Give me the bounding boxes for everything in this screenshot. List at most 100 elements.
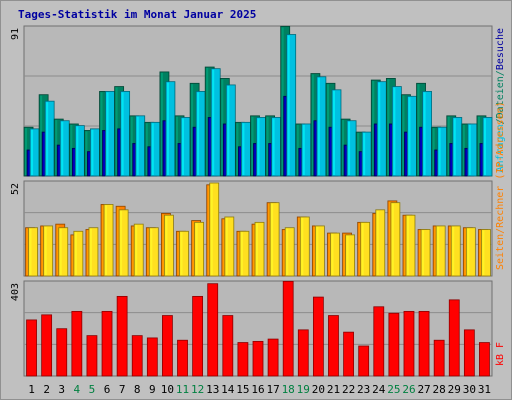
bar-kb bbox=[71, 310, 83, 377]
bar-highlight bbox=[194, 128, 197, 175]
x-tick-label: 13 bbox=[206, 383, 219, 396]
bar-kb bbox=[433, 339, 445, 377]
bar-highlight bbox=[103, 312, 106, 375]
bar-requests bbox=[44, 100, 55, 177]
bar-kb bbox=[479, 342, 490, 377]
bar-highlight bbox=[89, 228, 92, 275]
x-tick-label: 30 bbox=[463, 383, 476, 396]
bar-kb bbox=[26, 319, 37, 377]
bar-highlight bbox=[236, 123, 239, 175]
bar-highlight bbox=[479, 230, 482, 275]
chart-title: Tages-Statistik im Monat Januar 2025 bbox=[18, 8, 256, 21]
bar-kb bbox=[116, 295, 128, 377]
bar-highlight bbox=[61, 121, 64, 175]
x-tick-label: 20 bbox=[312, 383, 325, 396]
bar-highlight bbox=[314, 298, 317, 375]
bar-highlight bbox=[238, 343, 241, 375]
bar-body bbox=[26, 319, 37, 377]
bar-pages bbox=[465, 227, 476, 277]
bar-highlight bbox=[272, 118, 275, 175]
bar-body bbox=[267, 338, 279, 377]
bar-highlight bbox=[150, 228, 153, 275]
bar-kb bbox=[358, 345, 370, 377]
bar-pages bbox=[375, 209, 386, 277]
bar-requests bbox=[437, 126, 448, 177]
bar-pages bbox=[254, 221, 265, 277]
bar-body bbox=[192, 295, 204, 377]
bar-highlight bbox=[256, 223, 258, 275]
bar-requests bbox=[256, 117, 266, 177]
bar-body bbox=[388, 312, 400, 377]
bar-highlight bbox=[345, 146, 348, 175]
bar-requests bbox=[407, 95, 417, 177]
bar-body bbox=[312, 296, 324, 377]
legend-entry: Seiten bbox=[495, 234, 506, 270]
bar-highlight bbox=[91, 129, 94, 175]
bar-highlight bbox=[331, 234, 334, 275]
x-tick-label: 9 bbox=[149, 383, 156, 396]
bar-highlight bbox=[87, 336, 90, 375]
bar-kb bbox=[207, 283, 219, 377]
bar-pages bbox=[118, 209, 129, 277]
bar-highlight bbox=[301, 217, 304, 275]
bar-highlight bbox=[43, 133, 46, 175]
x-tick-label: 6 bbox=[104, 383, 111, 396]
bar-requests bbox=[225, 84, 236, 177]
bar-highlight bbox=[372, 81, 375, 175]
bar-requests bbox=[422, 91, 432, 177]
bar-requests bbox=[286, 34, 297, 177]
bar-pages bbox=[420, 229, 431, 277]
bar-highlight bbox=[57, 329, 60, 375]
bar-highlight bbox=[70, 124, 73, 175]
bar-pages bbox=[224, 216, 235, 277]
bar-highlight bbox=[468, 124, 471, 175]
x-tick-label: 25 bbox=[387, 383, 400, 396]
bar-highlight bbox=[115, 87, 118, 175]
bar-highlight bbox=[360, 152, 363, 175]
bar-body bbox=[358, 345, 370, 377]
legend: kB F bbox=[495, 342, 506, 366]
bar-highlight bbox=[103, 131, 106, 175]
bar-highlight bbox=[27, 320, 30, 375]
bar-requests bbox=[74, 125, 85, 177]
bar-highlight bbox=[477, 116, 480, 175]
bar-highlight bbox=[26, 228, 29, 275]
bar-highlight bbox=[118, 129, 121, 175]
bar-pages bbox=[148, 227, 159, 277]
bar-highlight bbox=[313, 226, 316, 275]
bar-body bbox=[465, 227, 476, 277]
bar-highlight bbox=[193, 297, 196, 375]
bar-highlight bbox=[237, 232, 240, 275]
bar-requests bbox=[120, 91, 131, 177]
bar-highlight bbox=[221, 79, 224, 175]
x-tick-label: 15 bbox=[236, 383, 249, 396]
bar-body bbox=[390, 202, 401, 277]
bar-body bbox=[73, 230, 84, 277]
bar-highlight bbox=[209, 118, 212, 175]
x-tick-label: 5 bbox=[89, 383, 96, 396]
bar-highlight bbox=[342, 120, 345, 175]
bar-highlight bbox=[435, 150, 438, 175]
x-tick-label: 7 bbox=[119, 383, 126, 396]
bar-highlight bbox=[302, 124, 305, 175]
bar-highlight bbox=[257, 118, 260, 175]
bar-highlight bbox=[166, 82, 169, 175]
bar-highlight bbox=[42, 315, 45, 375]
bar-highlight bbox=[465, 330, 468, 375]
x-tick-label: 11 bbox=[176, 383, 189, 396]
bar-highlight bbox=[269, 144, 272, 175]
bar-body bbox=[343, 331, 354, 377]
bar-highlight bbox=[41, 226, 44, 275]
legend-entry: / bbox=[495, 70, 506, 76]
bar-highlight bbox=[160, 72, 163, 175]
legend-entry: Dateien bbox=[495, 76, 506, 118]
bar-highlight bbox=[343, 234, 346, 275]
bar-highlight bbox=[314, 121, 317, 175]
bar-requests bbox=[467, 123, 478, 177]
axis-max-label: 52 bbox=[10, 183, 21, 195]
bar-highlight bbox=[179, 144, 182, 175]
bar-body bbox=[360, 221, 371, 277]
bar-highlight bbox=[329, 316, 332, 375]
bar-highlight bbox=[449, 226, 452, 275]
bar-highlight bbox=[117, 207, 120, 275]
